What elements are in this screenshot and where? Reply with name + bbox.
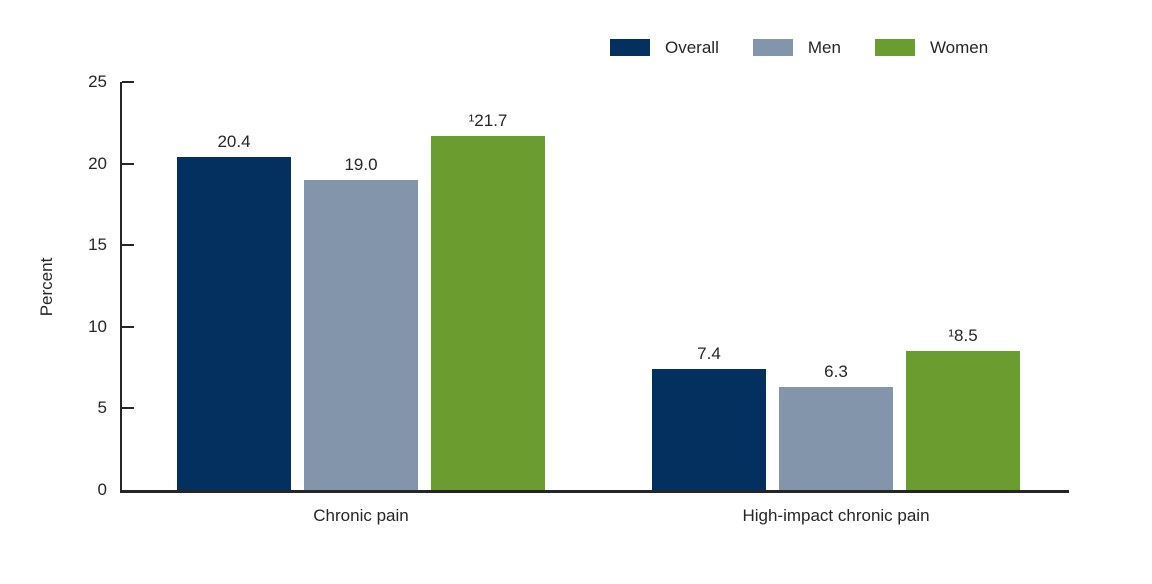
- bar-value-label-women-chronic-pain: ¹21.7: [468, 111, 508, 130]
- legend-label-overall: Overall: [665, 38, 719, 57]
- legend-label-women: Women: [929, 38, 989, 57]
- plot-area: 20.4 19.0 ¹21.7 Chronic pain 7.4 6.3 ¹8.5 High-…: [120, 81, 1069, 525]
- category-label-chronic-pain: Chronic pain: [313, 506, 409, 525]
- bar-women-chronic-pain: [431, 136, 545, 490]
- legend-item-men: Men: [752, 38, 841, 57]
- category-label-high-impact-chronic-pain: High-impact chronic pain: [742, 506, 930, 525]
- legend-item-overall: Overall: [610, 39, 719, 56]
- chart-legend: Overall Men Women: [610, 39, 988, 56]
- bar-overall-high-impact-chronic-pain: [652, 369, 766, 490]
- bar-value-label-men-chronic-pain: 19.0: [344, 155, 378, 174]
- bar-value-label-men-high-impact-chronic-pain: 6.3: [824, 362, 848, 381]
- bar-women-high-impact-chronic-pain: [906, 351, 1020, 490]
- bar-value-label-overall-high-impact-chronic-pain: 7.4: [697, 344, 721, 363]
- y-axis-tick-labels: 0 5 10 15 20 25: [0, 72, 107, 499]
- y-tick-label-25: 25: [88, 72, 107, 91]
- y-tick-mark-5: [122, 407, 134, 410]
- legend-label-men: Men: [807, 38, 841, 57]
- y-tick-mark-20: [122, 162, 134, 165]
- legend-item-women: Women: [874, 38, 989, 57]
- bar-men-high-impact-chronic-pain: [779, 387, 893, 490]
- y-tick-mark-10: [122, 325, 134, 328]
- legend-swatch-overall: [610, 39, 650, 56]
- y-tick-mark-15: [122, 244, 134, 247]
- bar-overall-chronic-pain: [177, 157, 291, 490]
- y-tick-label-5: 5: [97, 398, 107, 418]
- y-tick-label-10: 10: [88, 316, 107, 336]
- legend-swatch-women: [874, 39, 915, 56]
- legend-swatch-men: [752, 39, 793, 56]
- y-tick-mark-25: [122, 81, 134, 83]
- bar-value-label-overall-chronic-pain: 20.4: [217, 132, 251, 151]
- y-tick-label-15: 15: [88, 235, 107, 255]
- bar-value-label-women-high-impact-chronic-pain: ¹8.5: [948, 326, 978, 345]
- bar-men-chronic-pain: [304, 180, 418, 490]
- y-tick-label-0: 0: [97, 480, 107, 499]
- y-tick-label-20: 20: [88, 153, 107, 173]
